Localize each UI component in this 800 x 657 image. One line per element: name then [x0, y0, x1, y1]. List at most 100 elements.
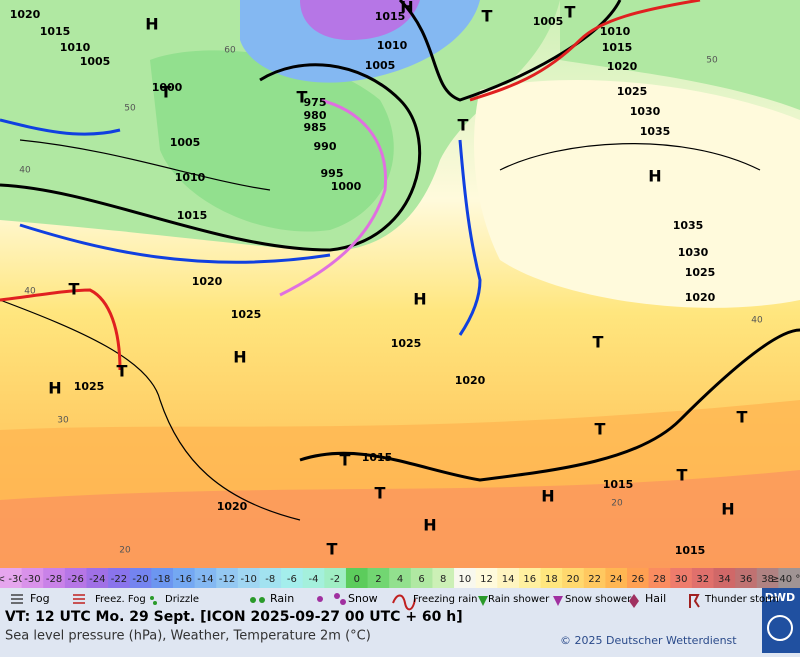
valid-time: VT: 12 UTC Mo. 29 Sept. [ICON 2025-09-27… [5, 609, 463, 625]
isobar-label: 975 [304, 96, 327, 109]
isotherm-label: 40 [19, 166, 31, 176]
pressure-center: T [677, 466, 688, 485]
scale-cell [108, 568, 131, 588]
pressure-center: T [482, 7, 493, 26]
isobar-label: 1015 [375, 10, 406, 23]
scale-cell [756, 568, 779, 588]
scale-cell [0, 568, 23, 588]
scale-label: -12 [219, 574, 235, 585]
scale-label: -10 [240, 574, 256, 585]
isobar-label: 1015 [603, 478, 634, 491]
scale-label: 22 [588, 574, 601, 585]
scale-label: 10 [458, 574, 471, 585]
scale-label: 38 [761, 574, 774, 585]
isotherm-label: 40 [24, 287, 36, 297]
scale-label: 14 [502, 574, 515, 585]
scale-cell [389, 568, 412, 588]
scale-label: 34 [718, 574, 731, 585]
scale-label: -6 [287, 574, 297, 585]
isobar-label: 1005 [365, 59, 396, 72]
isobar-label: 1015 [602, 41, 633, 54]
scale-cell [64, 568, 87, 588]
legend-label: Snow shower [565, 594, 632, 605]
isobar-label: 1000 [152, 81, 183, 94]
isobar-label: 1020 [192, 275, 223, 288]
isobar-label: 1025 [391, 337, 422, 350]
pressure-center: T [161, 83, 172, 102]
isobar-label: 1035 [640, 125, 671, 138]
logo: DWD [765, 591, 795, 604]
legend-label: Snow [348, 592, 378, 605]
isobar-label: 1010 [175, 171, 206, 184]
scale-label: 18 [545, 574, 558, 585]
isobar-label: 1005 [170, 136, 201, 149]
scale-label: 28 [653, 574, 666, 585]
scale-cell [21, 568, 44, 588]
pressure-center: H [541, 487, 554, 506]
isobar-label: 980 [304, 109, 327, 122]
scale-label: 8 [440, 574, 446, 585]
legend [0, 588, 800, 611]
isobar-label: 1020 [10, 8, 41, 21]
pressure-center: T [593, 333, 604, 352]
scale-cell [670, 568, 693, 588]
isobar-label: 1025 [74, 380, 105, 393]
isotherm-label: 50 [124, 104, 136, 114]
scale-label: -20 [132, 574, 148, 585]
scale-cell [129, 568, 152, 588]
scale-cell [605, 568, 628, 588]
isobar-label: 1000 [331, 180, 362, 193]
isobar-label: 1015 [177, 209, 208, 222]
pressure-center: T [69, 280, 80, 299]
isobar-label: 1015 [40, 25, 71, 38]
scale-cell [172, 568, 196, 588]
scale-cell [735, 568, 758, 588]
scale-cell [216, 568, 239, 588]
pressure-center: T [327, 540, 338, 559]
isobar-label: 1030 [630, 105, 661, 118]
isobar-label: 1010 [600, 25, 631, 38]
scale-label: -14 [197, 574, 213, 585]
map-background [0, 0, 800, 568]
scale-cell [324, 568, 347, 588]
temperature-scale: < -30 -30 -28 -26 -24 -22 -20 -18 -16 -14 -12 -10 -8… [0, 568, 800, 588]
scale-cell [454, 568, 477, 588]
pressure-center: H [145, 15, 158, 34]
scale-label: 24 [610, 574, 623, 585]
scale-label: -8 [265, 574, 275, 585]
legend-label: Thunder storm [704, 594, 779, 605]
scale-label: < -30 [0, 574, 25, 585]
scale-cell [648, 568, 671, 588]
scale-cell [562, 568, 585, 588]
scale-label: 16 [523, 574, 536, 585]
scale-label: -2 [330, 574, 340, 585]
scale-label: 2 [375, 574, 381, 585]
isotherm-label: 50 [706, 56, 718, 66]
pressure-center: T [117, 362, 128, 381]
fronts [0, 0, 701, 371]
legend-label: Hail [645, 592, 666, 605]
pressure-center: T [340, 451, 351, 470]
description: Sea level pressure (hPa), Weather, Tempe… [5, 629, 371, 644]
scale-cell [410, 568, 433, 588]
scale-cell [432, 568, 455, 588]
scale-cell [43, 568, 66, 588]
isobar-label: 990 [314, 140, 337, 153]
scale-label: 20 [567, 574, 580, 585]
scale-cell [237, 568, 260, 588]
scale-cell [194, 568, 217, 588]
scale-label: -16 [176, 574, 192, 585]
pressure-center: T [458, 116, 469, 135]
legend-label: Freezing rain [413, 594, 477, 605]
pressure-center: H [48, 379, 61, 398]
scale-cell [281, 568, 304, 588]
isobar-label: 1005 [533, 15, 564, 28]
scale-cell [151, 568, 174, 588]
pressure-center: H [413, 290, 426, 309]
scale-label: 6 [418, 574, 424, 585]
legend-label: Rain [270, 592, 294, 605]
isotherm-label: 20 [611, 499, 623, 509]
isotherm-label: 30 [57, 416, 69, 426]
